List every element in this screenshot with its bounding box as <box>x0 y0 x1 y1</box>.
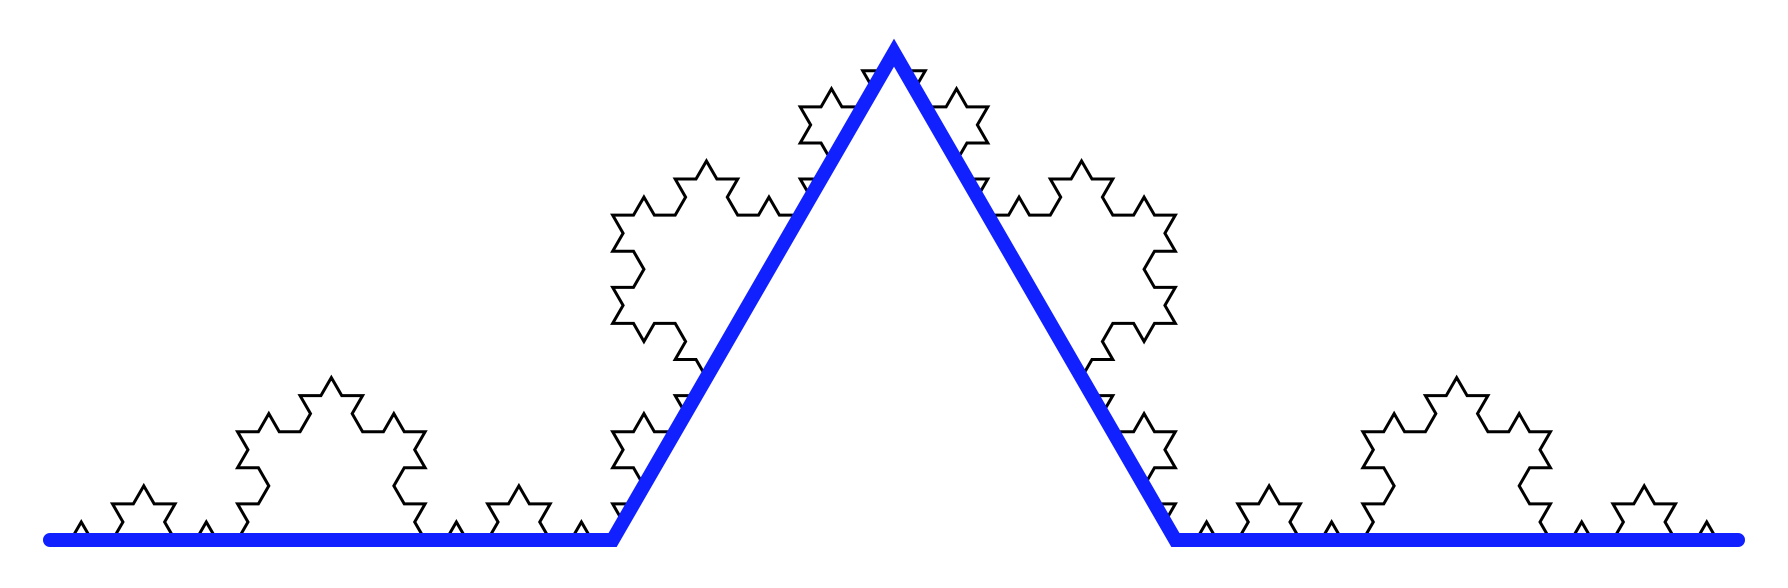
koch-curve-fractal <box>50 53 1738 540</box>
koch-curve-iteration-1-overlay <box>50 53 1738 540</box>
koch-curve-diagram <box>0 0 1788 588</box>
